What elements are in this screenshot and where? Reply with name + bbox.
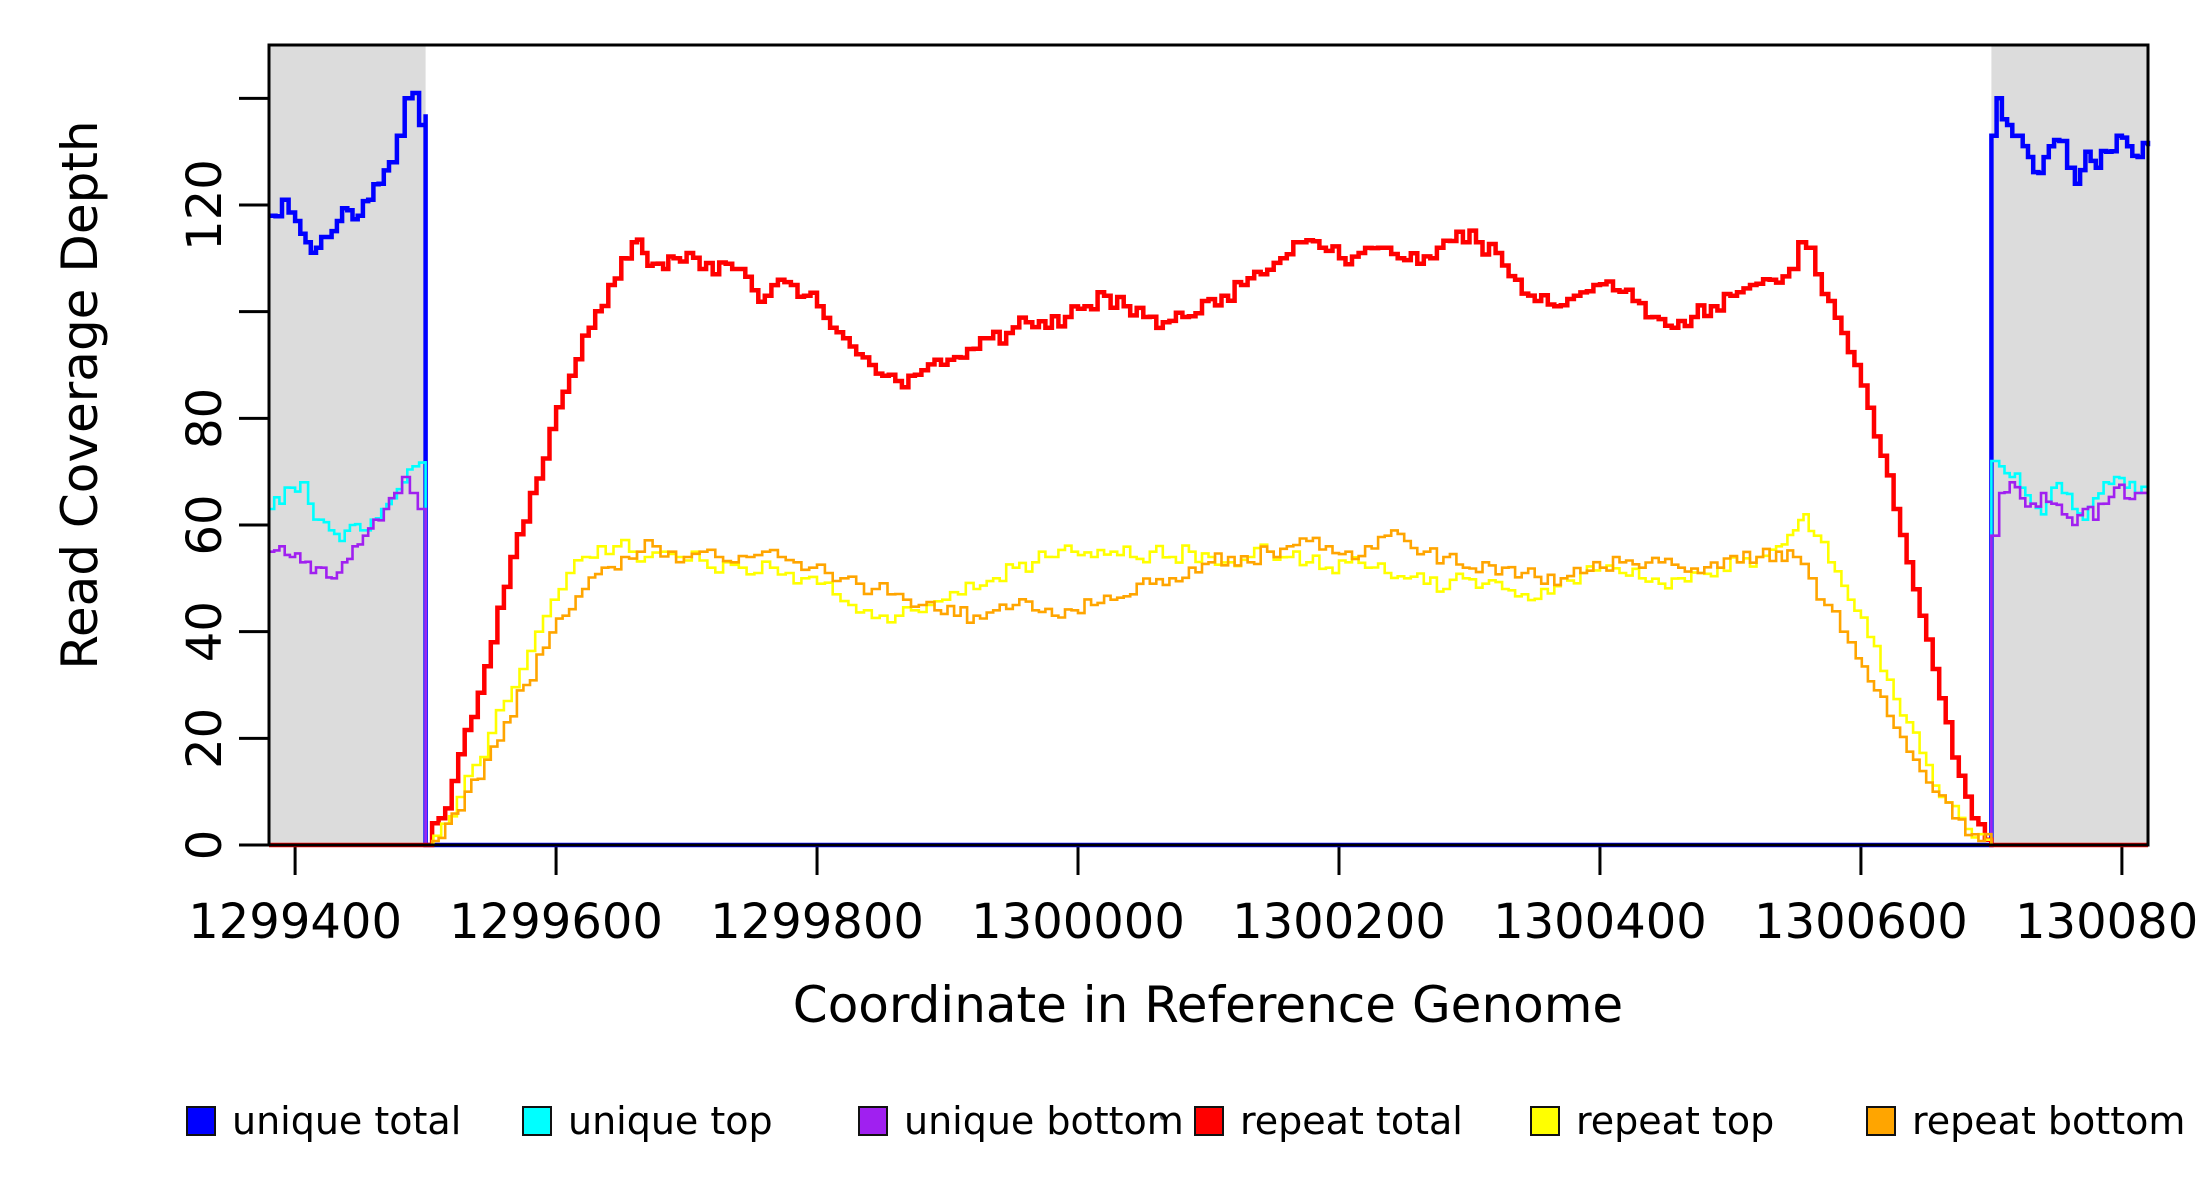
- y-axis-tick-label: 80: [177, 388, 233, 449]
- shaded-flank-region: [1991, 45, 2148, 845]
- x-axis-tick-label: 1299800: [710, 894, 924, 950]
- y-axis-tick-label: 120: [177, 159, 233, 251]
- plot-frame: [267, 43, 2150, 847]
- series-line-unique-total: [269, 90, 2151, 848]
- y-axis-tick-label: 40: [177, 601, 233, 662]
- x-axis-title: Coordinate in Reference Genome: [792, 976, 1624, 1034]
- artifact-dot: [1160, 1114, 1166, 1120]
- series-line-unique-bottom: [269, 475, 2150, 847]
- x-axis-tick-label: 1299400: [188, 894, 402, 950]
- x-axis-tick-label: 1300000: [971, 894, 1185, 950]
- x-axis-tick-label: 1300200: [1232, 894, 1446, 950]
- x-axis-tick-label: 1300400: [1493, 894, 1707, 950]
- shaded-flank-region: [269, 45, 426, 845]
- series-line-repeat-total: [269, 228, 2148, 848]
- series-line-unique-top: [269, 459, 2150, 847]
- y-axis-tick-label: 20: [177, 708, 233, 769]
- y-axis-title: Read Coverage Depth: [51, 120, 109, 670]
- y-axis-tick-label: 60: [177, 494, 233, 555]
- x-axis-tick-label: 1300600: [1754, 894, 1968, 950]
- y-axis-tick-label: 0: [177, 830, 233, 861]
- series-line-repeat-bottom: [269, 529, 2148, 847]
- x-axis-tick-label: 1299600: [449, 894, 663, 950]
